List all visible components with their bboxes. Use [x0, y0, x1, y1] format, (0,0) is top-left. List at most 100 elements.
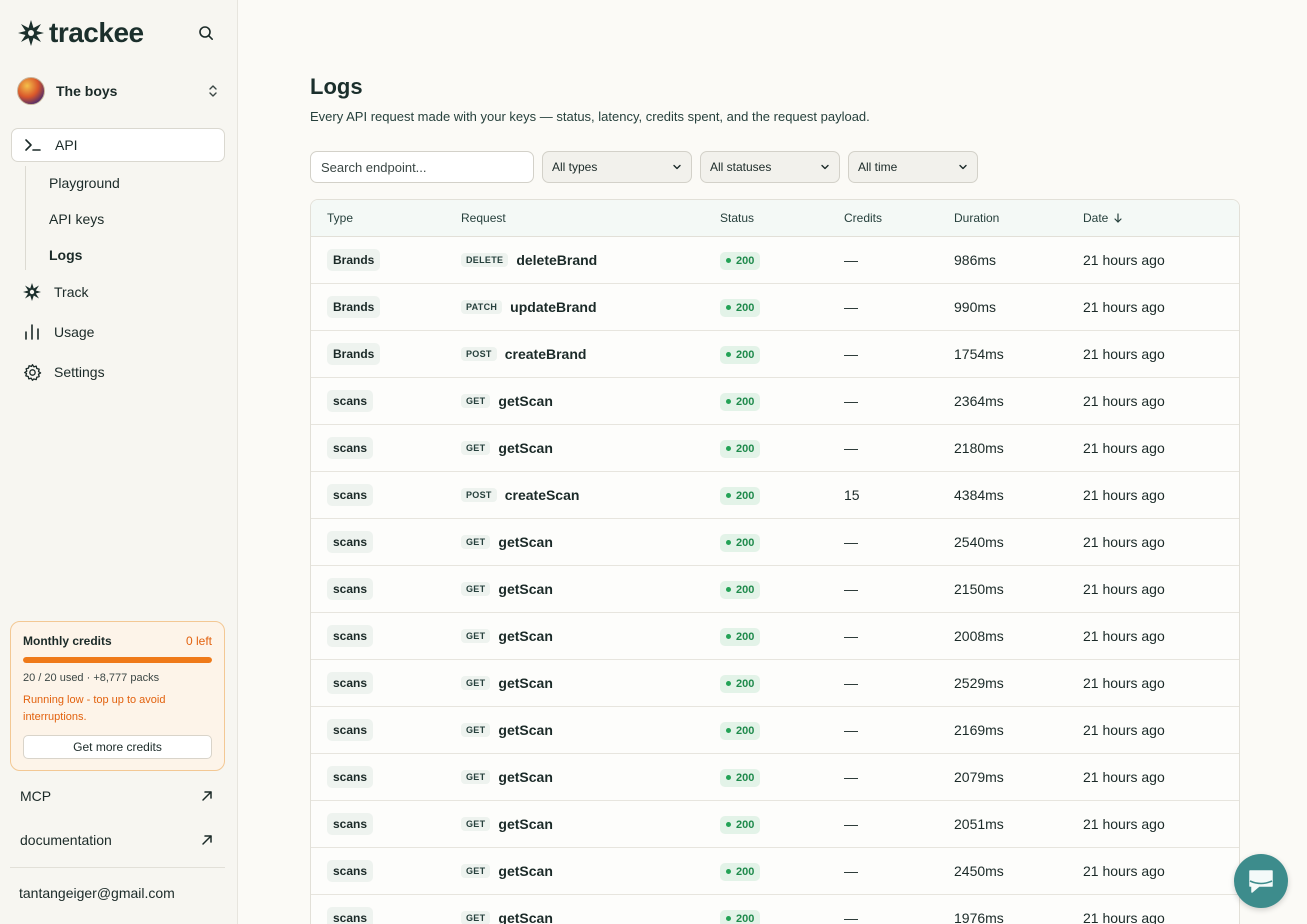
- get-more-credits-button[interactable]: Get more credits: [23, 735, 212, 759]
- chevron-down-icon: [673, 164, 681, 170]
- header-request[interactable]: Request: [461, 211, 506, 225]
- status-badge: 200: [720, 674, 761, 693]
- search-icon: [199, 26, 213, 40]
- type-chip: scans: [327, 484, 374, 506]
- table-row[interactable]: scans GET getScan 200 — 2051ms 21 hours ago: [311, 801, 1239, 848]
- status-dot: [726, 446, 731, 452]
- page-subtitle: Every API request made with your keys — …: [310, 109, 870, 124]
- type-chip: Brands: [327, 343, 381, 365]
- status-badge: 200: [720, 627, 761, 646]
- status-dot: [726, 493, 731, 499]
- filters-bar: All types All statuses All time: [310, 151, 978, 183]
- status-badge: 200: [720, 439, 761, 458]
- sidebar-item-api-keys[interactable]: API keys: [49, 211, 105, 227]
- chat-button[interactable]: [1234, 854, 1288, 908]
- table-row[interactable]: scans GET getScan 200 — 2450ms 21 hours ago: [311, 848, 1239, 895]
- cell-status: 200: [720, 391, 844, 411]
- sidebar-search-button[interactable]: [195, 22, 217, 44]
- time-filter-select[interactable]: All time: [848, 151, 978, 183]
- status-filter-select[interactable]: All statuses: [700, 151, 840, 183]
- table-row[interactable]: scans GET getScan 200 — 2540ms 21 hours ago: [311, 519, 1239, 566]
- table-row[interactable]: scans GET getScan 200 — 2008ms 21 hours ago: [311, 613, 1239, 660]
- user-email[interactable]: tantangeiger@gmail.com: [19, 885, 175, 901]
- type-chip: scans: [327, 625, 374, 647]
- method-badge: GET: [461, 394, 491, 408]
- cell-duration: 1976ms: [954, 910, 1004, 924]
- status-dot: [726, 305, 731, 311]
- table-row[interactable]: scans GET getScan 200 — 2529ms 21 hours ago: [311, 660, 1239, 707]
- table-row[interactable]: Brands DELETE deleteBrand 200 — 986ms 21 hours…: [311, 237, 1239, 284]
- cell-request: GET getScan: [461, 769, 720, 785]
- status-dot: [726, 587, 731, 593]
- table-row[interactable]: scans GET getScan 200 — 1976ms 21 hours ago: [311, 895, 1239, 924]
- table-row[interactable]: scans GET getScan 200 — 2150ms 21 hours ago: [311, 566, 1239, 613]
- subnav-divider: [25, 166, 26, 270]
- cell-type: scans: [311, 578, 461, 600]
- header-duration[interactable]: Duration: [954, 211, 1000, 225]
- cell-request: PATCH updateBrand: [461, 299, 720, 315]
- sidebar-item-playground[interactable]: Playground: [49, 175, 120, 191]
- search-endpoint-input[interactable]: [310, 151, 534, 183]
- cell-duration: 2180ms: [954, 440, 1004, 456]
- table-row[interactable]: scans POST createScan 200 15 4384ms 21 hours a…: [311, 472, 1239, 519]
- cell-type: scans: [311, 719, 461, 741]
- method-badge: GET: [461, 676, 491, 690]
- cell-date: 21 hours ago: [1083, 252, 1165, 268]
- cell-request: POST createBrand: [461, 346, 720, 362]
- header-date[interactable]: Date: [1083, 211, 1239, 225]
- table-row[interactable]: Brands PATCH updateBrand 200 — 990ms 21 hours …: [311, 284, 1239, 331]
- cell-status: 200: [720, 250, 844, 270]
- status-code: 200: [736, 912, 755, 924]
- status-badge: 200: [720, 486, 761, 505]
- status-dot: [726, 916, 731, 922]
- cell-type: scans: [311, 672, 461, 694]
- credits-progress-bar: [23, 657, 212, 663]
- cell-status: 200: [720, 485, 844, 505]
- gear-icon: [22, 362, 42, 382]
- status-code: 200: [736, 395, 755, 408]
- cell-date: 21 hours ago: [1083, 675, 1165, 691]
- type-chip: scans: [327, 437, 374, 459]
- sidebar-item-track[interactable]: Track: [22, 282, 88, 302]
- workspace-switcher[interactable]: The boys: [17, 76, 219, 106]
- brand[interactable]: trackee: [17, 19, 144, 47]
- header-credits[interactable]: Credits: [844, 211, 883, 225]
- type-filter-select[interactable]: All types: [542, 151, 692, 183]
- sidebar-item-api[interactable]: API: [11, 128, 225, 162]
- endpoint-name: getScan: [498, 910, 553, 924]
- header-status[interactable]: Status: [720, 211, 755, 225]
- table-row[interactable]: scans GET getScan 200 — 2169ms 21 hours ago: [311, 707, 1239, 754]
- type-chip: scans: [327, 578, 374, 600]
- table-row[interactable]: scans GET getScan 200 — 2079ms 21 hours ago: [311, 754, 1239, 801]
- documentation-link[interactable]: documentation: [20, 832, 213, 848]
- table-row[interactable]: Brands POST createBrand 200 — 1754ms 21 hours …: [311, 331, 1239, 378]
- chevron-down-icon: [959, 164, 967, 170]
- sidebar-item-logs[interactable]: Logs: [49, 247, 83, 263]
- sidebar-item-usage[interactable]: Usage: [22, 322, 94, 342]
- cell-status: 200: [720, 438, 844, 458]
- cell-request: GET getScan: [461, 722, 720, 738]
- arrow-down-icon: [1114, 213, 1122, 223]
- endpoint-name: updateBrand: [510, 299, 597, 315]
- status-badge: 200: [720, 533, 761, 552]
- mcp-link[interactable]: MCP: [20, 788, 213, 804]
- table-row[interactable]: scans GET getScan 200 — 2180ms 21 hours ago: [311, 425, 1239, 472]
- header-type[interactable]: Type: [327, 211, 354, 225]
- status-code: 200: [736, 489, 755, 502]
- sidebar-divider: [10, 867, 225, 868]
- endpoint-name: deleteBrand: [516, 252, 598, 268]
- cell-duration: 2169ms: [954, 722, 1004, 738]
- cell-duration: 2079ms: [954, 769, 1004, 785]
- endpoint-name: getScan: [498, 769, 553, 785]
- status-badge: 200: [720, 345, 761, 364]
- sidebar-item-settings[interactable]: Settings: [22, 362, 105, 382]
- credits-left: 0 left: [185, 634, 212, 648]
- type-chip: scans: [327, 672, 374, 694]
- table-row[interactable]: scans GET getScan 200 — 2364ms 21 hours ago: [311, 378, 1239, 425]
- status-dot: [726, 258, 731, 264]
- status-code: 200: [736, 630, 755, 643]
- method-badge: GET: [461, 535, 491, 549]
- method-badge: GET: [461, 864, 491, 878]
- cell-credits: —: [844, 675, 858, 691]
- method-badge: GET: [461, 817, 491, 831]
